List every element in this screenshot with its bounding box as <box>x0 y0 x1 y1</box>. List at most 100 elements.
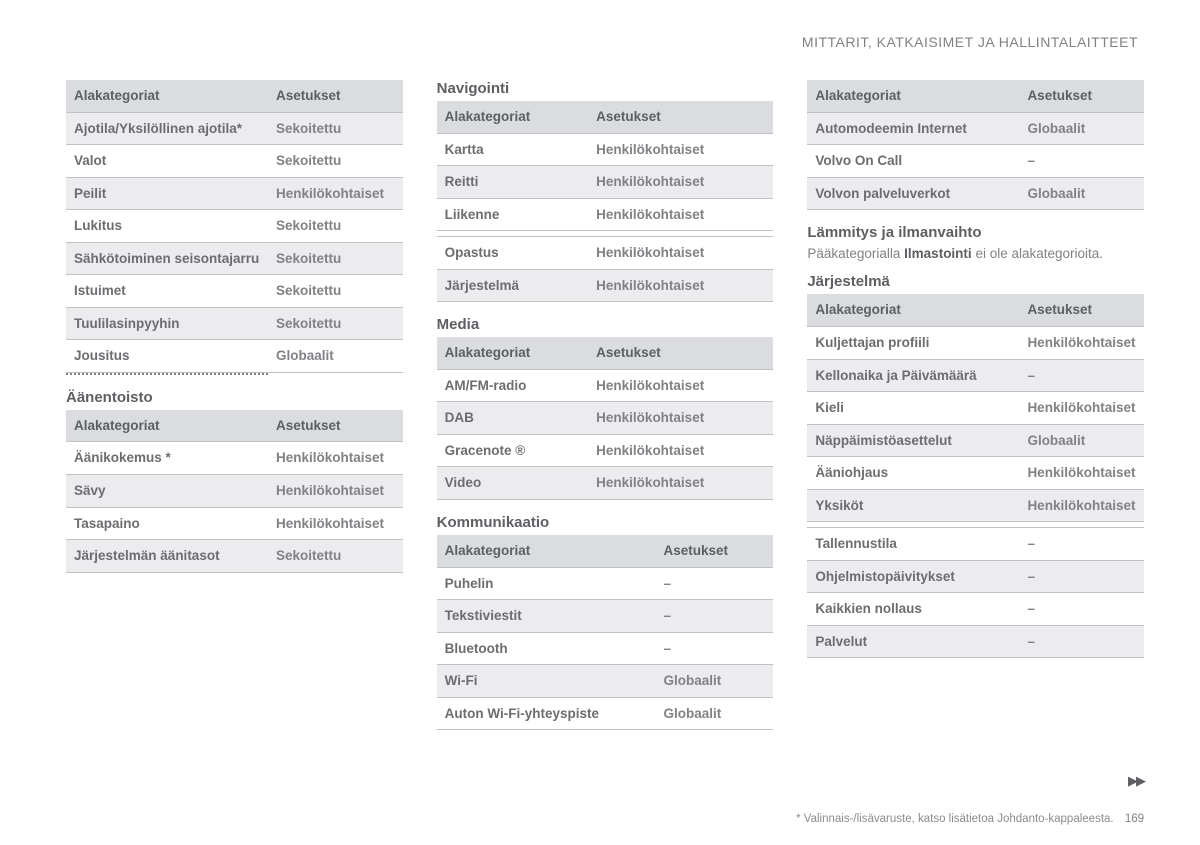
cell-value: Henkilökohtaiset <box>1019 392 1144 425</box>
table-row: IstuimetSekoitettu <box>66 275 403 308</box>
table-col2-2: Alakategoriat Asetukset AM/FM-radioHenki… <box>437 337 774 500</box>
cell-subcat: Gracenote ® <box>437 434 589 467</box>
cell-value: Henkilökohtaiset <box>588 467 773 500</box>
cell-subcat: Opastus <box>437 237 589 270</box>
cell-subcat: Tallennustila <box>807 528 1019 561</box>
cell-subcat: Tekstiviestit <box>437 600 656 633</box>
cell-subcat: Volvon palveluverkot <box>807 177 1019 210</box>
cell-subcat: Tuulilasinpyyhin <box>66 307 268 340</box>
note-pre: Pääkategorialla <box>807 246 904 261</box>
th-subcat: Alakategoriat <box>437 535 656 567</box>
cell-value: Globaalit <box>1019 177 1144 210</box>
cell-subcat: Jousitus <box>66 340 268 373</box>
tbody: Ajotila/Yksilöllinen ajotila*SekoitettuV… <box>66 112 403 372</box>
tbody: Äänikokemus *HenkilökohtaisetSävyHenkilö… <box>66 442 403 572</box>
table-row: Volvo On Call– <box>807 145 1144 178</box>
column-2: Navigointi Alakategoriat Asetukset Kartt… <box>437 80 774 730</box>
table-col1-1: Alakategoriat Asetukset Ajotila/Yksilöll… <box>66 80 403 373</box>
tbody: KarttaHenkilökohtaisetReittiHenkilökohta… <box>437 133 774 302</box>
cell-value: – <box>656 632 774 665</box>
table-row: Ohjelmistopäivitykset– <box>807 560 1144 593</box>
cell-subcat: Tasapaino <box>66 507 268 540</box>
section-title-nav: Navigointi <box>437 80 774 97</box>
th-settings: Asetukset <box>588 101 773 133</box>
cell-value: Sekoitettu <box>268 210 403 243</box>
column-1: Alakategoriat Asetukset Ajotila/Yksilöll… <box>66 80 403 730</box>
cell-value: – <box>656 600 774 633</box>
table-row: Gracenote ®Henkilökohtaiset <box>437 434 774 467</box>
table-row: Sähkötoiminen seisontajarruSekoitettu <box>66 242 403 275</box>
cell-subcat: Yksiköt <box>807 489 1019 522</box>
table-row: PeilitHenkilökohtaiset <box>66 177 403 210</box>
th-settings: Asetukset <box>268 80 403 112</box>
section-title-system: Järjestelmä <box>807 273 1144 290</box>
cell-value: Globaalit <box>656 697 774 730</box>
cell-value: Henkilökohtaiset <box>588 434 773 467</box>
continuation-arrows-icon: ▶▶ <box>1128 773 1144 789</box>
cell-value: Henkilökohtaiset <box>1019 457 1144 490</box>
cell-subcat: Bluetooth <box>437 632 656 665</box>
cell-value: Henkilökohtaiset <box>588 133 773 166</box>
cell-subcat: Valot <box>66 145 268 178</box>
cell-value: Henkilökohtaiset <box>268 475 403 508</box>
table-row: OpastusHenkilökohtaiset <box>437 237 774 270</box>
table-row: NäppäimistöasettelutGlobaalit <box>807 424 1144 457</box>
cell-subcat: Peilit <box>66 177 268 210</box>
table-row: Volvon palveluverkotGlobaalit <box>807 177 1144 210</box>
table-row: Automodeemin InternetGlobaalit <box>807 112 1144 145</box>
table-row: ÄäniohjausHenkilökohtaiset <box>807 457 1144 490</box>
cell-value: Henkilökohtaiset <box>588 198 773 231</box>
table-row: Wi-FiGlobaalit <box>437 665 774 698</box>
table-row: KarttaHenkilökohtaiset <box>437 133 774 166</box>
tbody: Kuljettajan profiiliHenkilökohtaisetKell… <box>807 326 1144 657</box>
th-settings: Asetukset <box>1019 294 1144 326</box>
th-subcat: Alakategoriat <box>437 337 589 369</box>
cell-subcat: Video <box>437 467 589 500</box>
cell-subcat: Ajotila/Yksilöllinen ajotila* <box>66 112 268 145</box>
table-row: JärjestelmäHenkilökohtaiset <box>437 269 774 302</box>
table-col2-3: Alakategoriat Asetukset Puhelin–Tekstivi… <box>437 535 774 730</box>
table-row: KieliHenkilökohtaiset <box>807 392 1144 425</box>
cell-value: Henkilökohtaiset <box>1019 326 1144 359</box>
th-subcat: Alakategoriat <box>807 294 1019 326</box>
cell-subcat: DAB <box>437 402 589 435</box>
column-3: Alakategoriat Asetukset Automodeemin Int… <box>807 80 1144 730</box>
cell-value: – <box>1019 145 1144 178</box>
page-number: 169 <box>1125 813 1144 825</box>
cell-value: Sekoitettu <box>268 275 403 308</box>
th-settings: Asetukset <box>268 410 403 442</box>
cell-subcat: Automodeemin Internet <box>807 112 1019 145</box>
note-post: ei ole alakategorioita. <box>972 246 1103 261</box>
table-row: LiikenneHenkilökohtaiset <box>437 198 774 231</box>
cell-value: Henkilökohtaiset <box>588 166 773 199</box>
cell-subcat: Kieli <box>807 392 1019 425</box>
section-title-hvac: Lämmitys ja ilmanvaihto <box>807 224 1144 241</box>
cell-value: Globaalit <box>1019 424 1144 457</box>
cell-subcat: Reitti <box>437 166 589 199</box>
cell-value: Henkilökohtaiset <box>268 442 403 475</box>
section-note-hvac: Pääkategorialla Ilmastointi ei ole alaka… <box>807 245 1144 263</box>
cell-subcat: Sähkötoiminen seisontajarru <box>66 242 268 275</box>
cell-subcat: Äänikokemus * <box>66 442 268 475</box>
cell-value: Globaalit <box>1019 112 1144 145</box>
cell-subcat: Näppäimistöasettelut <box>807 424 1019 457</box>
note-bold: Ilmastointi <box>904 246 972 261</box>
cell-value: Henkilökohtaiset <box>588 269 773 302</box>
section-title-comm: Kommunikaatio <box>437 514 774 531</box>
table-row: TasapainoHenkilökohtaiset <box>66 507 403 540</box>
table-row: Kaikkien nollaus– <box>807 593 1144 626</box>
cell-subcat: Ääniohjaus <box>807 457 1019 490</box>
cell-value: Henkilökohtaiset <box>268 507 403 540</box>
cell-subcat: Liikenne <box>437 198 589 231</box>
cell-subcat: Ohjelmistopäivitykset <box>807 560 1019 593</box>
table-row: Palvelut– <box>807 625 1144 658</box>
table-row: YksikötHenkilökohtaiset <box>807 489 1144 522</box>
th-settings: Asetukset <box>656 535 774 567</box>
table-col3-1: Alakategoriat Asetukset Automodeemin Int… <box>807 80 1144 210</box>
cell-subcat: Kaikkien nollaus <box>807 593 1019 626</box>
cell-value: Globaalit <box>656 665 774 698</box>
tbody: Automodeemin InternetGlobaalitVolvo On C… <box>807 112 1144 210</box>
cell-value: Sekoitettu <box>268 242 403 275</box>
footnote: * Valinnais-/lisävaruste, katso lisätiet… <box>796 813 1114 825</box>
table-row: TuulilasinpyyhinSekoitettu <box>66 307 403 340</box>
